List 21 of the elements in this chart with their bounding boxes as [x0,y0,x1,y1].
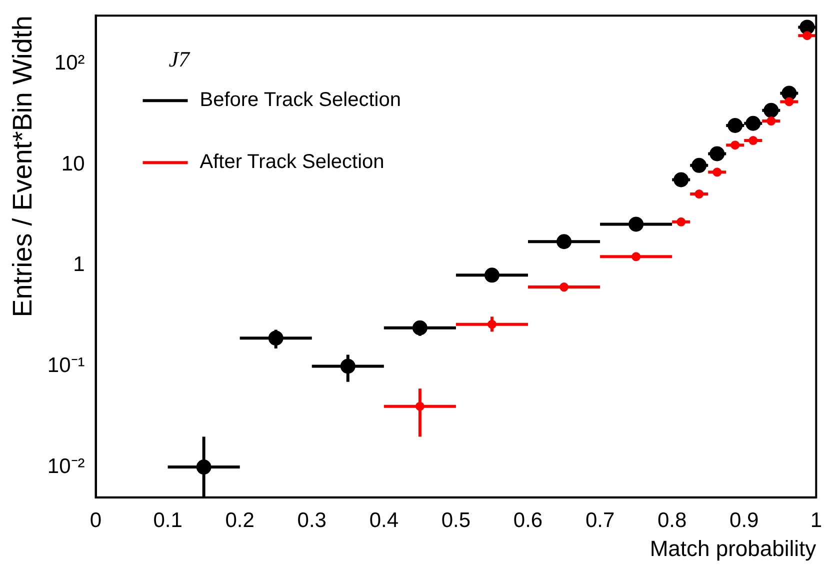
legend-label: Before Track Selection [200,89,401,112]
x-tick-label: 0.7 [585,508,615,532]
x-tick-label: 0.6 [513,508,543,532]
y-tick-label: 10⁻² [47,454,85,478]
y-tick-label: 10⁻¹ [47,354,85,378]
x-tick-label: 0.5 [441,508,471,532]
x-axis-title: Match probability [650,536,816,561]
x-tick-label: 1 [810,508,822,532]
x-tick-label: 0 [90,508,102,532]
y-axis-title: Entries / Event*Bin Width [8,16,38,318]
annotation: J7 [168,46,191,72]
legend-label: After Track Selection [200,151,384,174]
y-tick-label: 10² [54,52,85,75]
x-tick-label: 0.2 [225,508,254,532]
x-tick-label: 0.8 [657,508,687,532]
x-tick-label: 0.3 [297,508,326,532]
x-tick-label: 0.4 [369,508,399,532]
y-tick-label: 1 [73,253,85,276]
x-tick-label: 0.9 [730,508,759,532]
x-tick-label: 0.1 [153,508,182,532]
y-tick-label: 10 [61,152,85,176]
